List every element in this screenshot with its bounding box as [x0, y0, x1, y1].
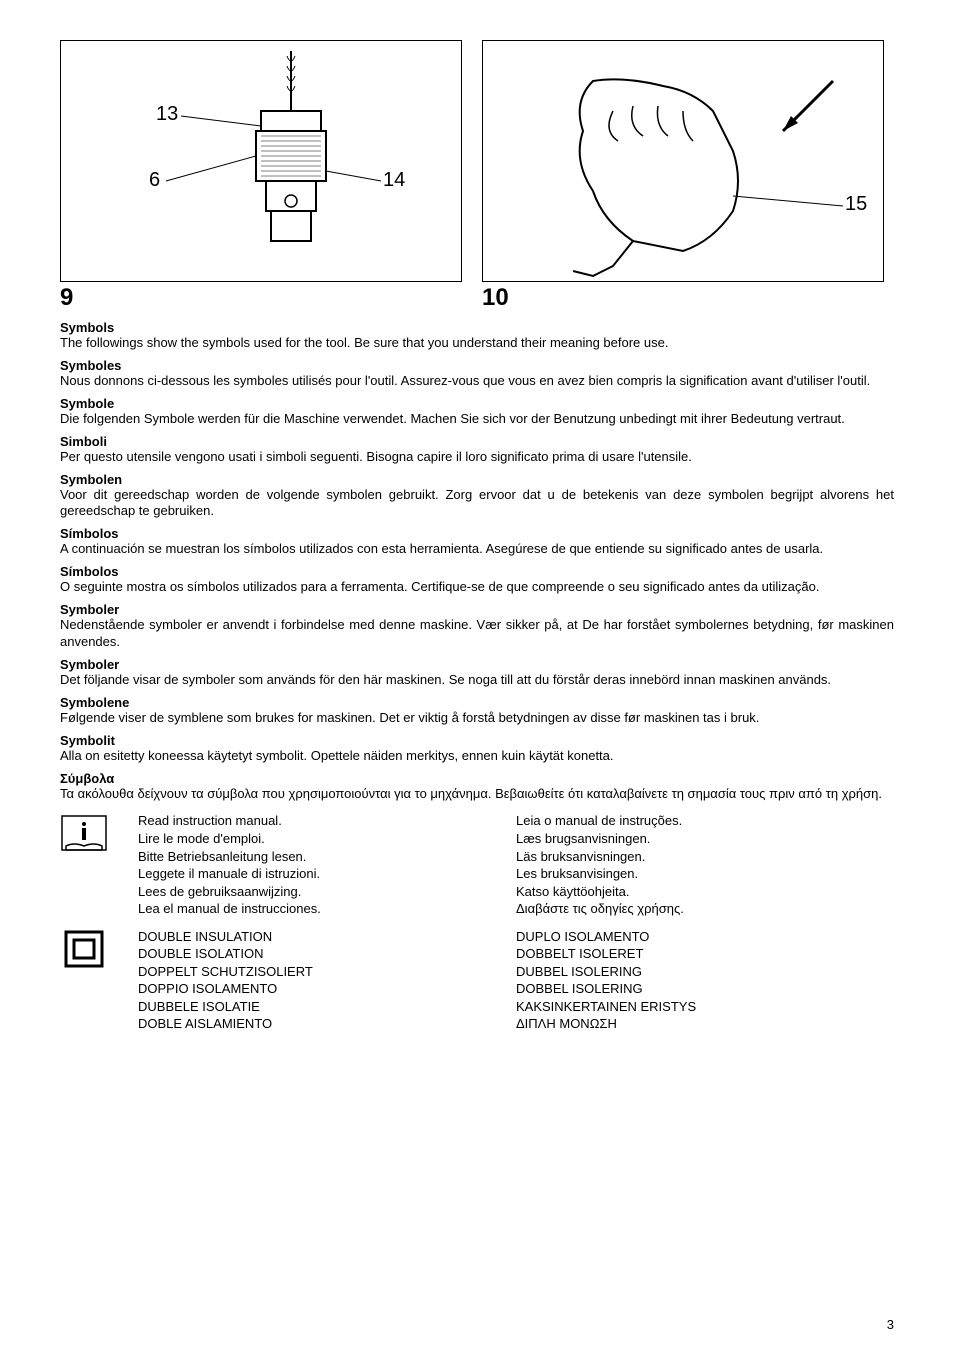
figure-10-box: 15 [482, 40, 884, 282]
section-title: Símbolos [60, 564, 894, 579]
symbol-row: Read instruction manual.Lire le mode d'e… [60, 812, 894, 917]
symbols-section: SimboliPer questo utensile vengono usati… [60, 434, 894, 466]
callout-13: 13 [156, 103, 178, 126]
symbol-col-right: Leia o manual de instruções.Læs brugsanv… [516, 812, 894, 917]
symbol-text: Bitte Betriebsanleitung lesen. [138, 848, 516, 866]
figures-row: 13 6 14 9 15 [60, 40, 894, 312]
section-title: Symbolen [60, 472, 894, 487]
symbol-text: DUBBEL ISOLERING [516, 963, 894, 981]
symbols-section: SymbolerDet följande visar de symboler s… [60, 657, 894, 689]
symbol-text: DUPLO ISOLAMENTO [516, 928, 894, 946]
symbol-col-right: DUPLO ISOLAMENTODOBBELT ISOLERETDUBBEL I… [516, 928, 894, 1033]
symbols-section: SymbolitAlla on esitetty koneessa käytet… [60, 733, 894, 765]
section-text: Per questo utensile vengono usati i simb… [60, 449, 894, 466]
symbol-col-left: Read instruction manual.Lire le mode d'e… [138, 812, 516, 917]
symbol-row: DOUBLE INSULATIONDOUBLE ISOLATIONDOPPELT… [60, 928, 894, 1033]
symbol-text: Leia o manual de instruções. [516, 812, 894, 830]
symbol-text: Lea el manual de instrucciones. [138, 900, 516, 918]
symbol-definitions: Read instruction manual.Lire le mode d'e… [60, 812, 894, 1033]
symbol-text: Lees de gebruiksaanwijzing. [138, 883, 516, 901]
section-title: Simboli [60, 434, 894, 449]
double-insulation-icon [60, 928, 108, 970]
symbol-text: Läs bruksanvisningen. [516, 848, 894, 866]
figure-9-number: 9 [60, 284, 462, 312]
symbols-sections: SymbolsThe followings show the symbols u… [60, 320, 894, 802]
section-text: Voor dit gereedschap worden de volgende … [60, 487, 894, 521]
section-title: Symbole [60, 396, 894, 411]
section-title: Symbolene [60, 695, 894, 710]
symbols-section: SymbolenVoor dit gereedschap worden de v… [60, 472, 894, 521]
section-text: Nous donnons ci-dessous les symboles uti… [60, 373, 894, 390]
symbol-text: Read instruction manual. [138, 812, 516, 830]
symbols-section: SymbolsThe followings show the symbols u… [60, 320, 894, 352]
symbol-col-left: DOUBLE INSULATIONDOUBLE ISOLATIONDOPPELT… [138, 928, 516, 1033]
section-title: Symboler [60, 657, 894, 672]
figure-9: 13 6 14 9 [60, 40, 462, 312]
callout-6: 6 [149, 169, 160, 192]
symbol-text: DOBBEL ISOLERING [516, 980, 894, 998]
symbol-text: ΔΙΠΛΗ ΜΟΝΩΣΗ [516, 1015, 894, 1033]
symbols-section: SymbolesNous donnons ci-dessous les symb… [60, 358, 894, 390]
symbol-text: DOPPELT SCHUTZISOLIERT [138, 963, 516, 981]
symbol-columns: DOUBLE INSULATIONDOUBLE ISOLATIONDOPPELT… [138, 928, 894, 1033]
callout-15: 15 [845, 193, 867, 216]
symbol-text: DOBBELT ISOLERET [516, 945, 894, 963]
section-text: Die folgenden Symbole werden für die Mas… [60, 411, 894, 428]
section-text: A continuación se muestran los símbolos … [60, 541, 894, 558]
manual-icon [60, 812, 108, 854]
figure-10-number: 10 [482, 284, 884, 312]
symbol-text: Læs brugsanvisningen. [516, 830, 894, 848]
section-text: O seguinte mostra os símbolos utilizados… [60, 579, 894, 596]
symbol-text: Leggete il manuale di istruzioni. [138, 865, 516, 883]
callout-14: 14 [383, 169, 405, 192]
symbol-text: DOBLE AISLAMIENTO [138, 1015, 516, 1033]
symbols-section: SímbolosO seguinte mostra os símbolos ut… [60, 564, 894, 596]
section-text: The followings show the symbols used for… [60, 335, 894, 352]
section-title: Σύμβολα [60, 771, 894, 786]
hand-drill-illustration [483, 41, 883, 281]
section-title: Symboles [60, 358, 894, 373]
figure-9-box: 13 6 14 [60, 40, 462, 282]
symbol-text: DOUBLE ISOLATION [138, 945, 516, 963]
section-title: Símbolos [60, 526, 894, 541]
symbol-text: KAKSINKERTAINEN ERISTYS [516, 998, 894, 1016]
section-text: Alla on esitetty koneessa käytetyt symbo… [60, 748, 894, 765]
drill-chuck-illustration [61, 41, 461, 281]
symbols-section: SymboleDie folgenden Symbole werden für … [60, 396, 894, 428]
symbol-text: DUBBELE ISOLATIE [138, 998, 516, 1016]
symbol-text: Katso käyttöohjeita. [516, 883, 894, 901]
page-number: 3 [887, 1317, 894, 1332]
figure-10: 15 10 [482, 40, 884, 312]
symbols-section: SymboleneFølgende viser de symblene som … [60, 695, 894, 727]
symbols-section: SímbolosA continuación se muestran los s… [60, 526, 894, 558]
symbols-section: SymbolerNedenstående symboler er anvendt… [60, 602, 894, 651]
section-title: Symbols [60, 320, 894, 335]
section-title: Symbolit [60, 733, 894, 748]
symbol-text: DOUBLE INSULATION [138, 928, 516, 946]
symbol-columns: Read instruction manual.Lire le mode d'e… [138, 812, 894, 917]
section-text: Τα ακόλουθα δείχνουν τα σύμβολα που χρησ… [60, 786, 894, 803]
section-text: Følgende viser de symblene som brukes fo… [60, 710, 894, 727]
symbol-text: Les bruksanvisingen. [516, 865, 894, 883]
symbol-text: DOPPIO ISOLAMENTO [138, 980, 516, 998]
section-text: Nedenstående symboler er anvendt i forbi… [60, 617, 894, 651]
section-text: Det följande visar de symboler som använ… [60, 672, 894, 689]
symbol-text: Διαβάστε τις οδηγίες χρήσης. [516, 900, 894, 918]
section-title: Symboler [60, 602, 894, 617]
symbols-section: ΣύμβολαΤα ακόλουθα δείχνουν τα σύμβολα π… [60, 771, 894, 803]
symbol-text: Lire le mode d'emploi. [138, 830, 516, 848]
